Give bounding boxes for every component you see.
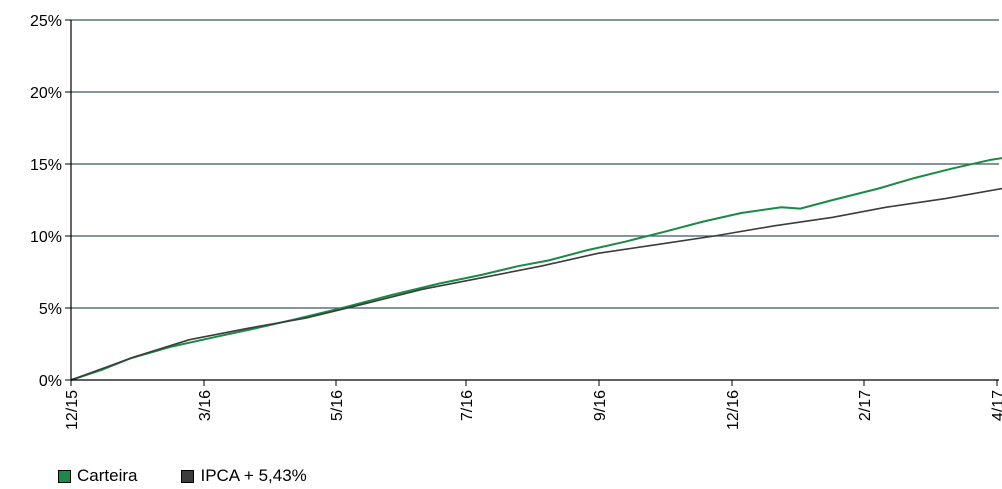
x-tick-labels: 12/15 3/16 5/16 7/16 9/16 12/16 2/17 4/17	[64, 390, 1002, 430]
series-line-ipca	[70, 187, 1002, 381]
y-tick-labels: 0% 5% 10% 15% 20% 25%	[30, 13, 62, 390]
x-tick-label: 9/16	[592, 390, 609, 421]
legend-item-ipca: IPCA + 5,43%	[181, 466, 307, 486]
series-layer	[70, 157, 1002, 381]
y-tick-label: 25%	[30, 13, 62, 30]
x-tick-label: 12/16	[725, 390, 742, 430]
x-tick-label: 3/16	[197, 390, 214, 421]
gridlines	[65, 19, 999, 381]
axes	[70, 20, 999, 386]
y-tick-label: 5%	[39, 301, 62, 318]
y-tick-label: 10%	[30, 229, 62, 246]
x-tick-label: 5/16	[329, 390, 346, 421]
x-tick-label: 7/16	[459, 390, 476, 421]
series-line-carteira	[70, 157, 1002, 381]
x-tick-label: 12/15	[64, 390, 81, 430]
x-tick-label: 2/17	[857, 390, 874, 421]
legend-item-carteira: Carteira	[58, 466, 137, 486]
y-tick-label: 15%	[30, 157, 62, 174]
legend-label-ipca: IPCA + 5,43%	[200, 466, 307, 485]
legend-label-carteira: Carteira	[77, 466, 138, 485]
legend-swatch-carteira	[58, 469, 71, 483]
y-tick-label: 20%	[30, 85, 62, 102]
legend: Carteira IPCA + 5,43%	[58, 466, 351, 486]
chart: 0%5%10%15%20%25% 12/15 3/16 5/16 7/16 9/16 12…	[30, 13, 1002, 430]
legend-swatch-ipca	[181, 469, 195, 483]
x-tick-label: 4/17	[990, 390, 1002, 421]
y-tick-label: 0%	[39, 373, 62, 390]
